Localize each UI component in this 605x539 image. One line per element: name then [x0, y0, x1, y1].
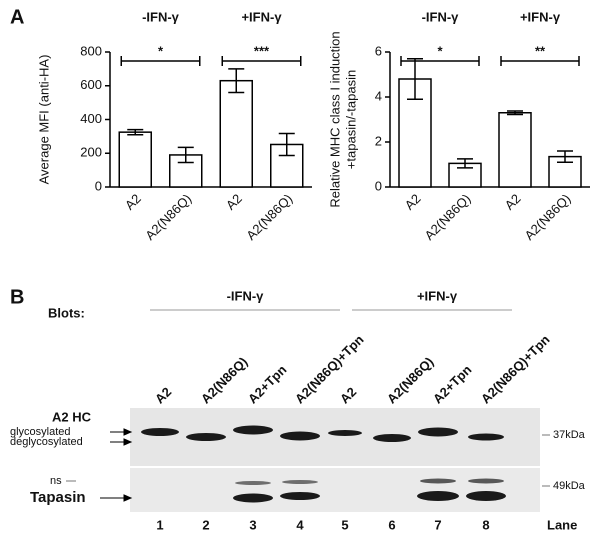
- arrows: [66, 428, 550, 502]
- error-bar: [177, 146, 194, 164]
- lane-label: A2: [152, 384, 174, 406]
- lane-number: 6: [388, 517, 395, 532]
- lane-label: A2+Tpn: [245, 362, 290, 407]
- lane-label: A2(N86Q): [198, 354, 251, 407]
- lane-number: 7: [434, 517, 441, 532]
- error-bar: [507, 110, 523, 116]
- group-label: +IFN-γ: [241, 9, 282, 24]
- blot-label: A2 HC: [52, 409, 92, 424]
- lane-label: A2(N86Q): [384, 354, 437, 407]
- sig-bracket: [120, 56, 201, 66]
- sig-label: *: [437, 43, 443, 58]
- condition-label: +IFN-γ: [417, 288, 458, 303]
- sig-bracket: [221, 56, 302, 66]
- x-tick-label: A2: [502, 191, 524, 213]
- error-bar: [457, 158, 473, 169]
- lane-number: 4: [296, 517, 304, 532]
- x-tick-label: A2: [223, 191, 245, 213]
- lane-number: 8: [482, 517, 489, 532]
- error-bar: [557, 150, 573, 163]
- x-tick-label: A2(N86Q): [243, 191, 295, 243]
- condition-label: -IFN-γ: [227, 288, 265, 303]
- sig-label: *: [158, 43, 164, 58]
- x-tick-label: A2: [122, 191, 144, 213]
- x-tick-label: A2(N86Q): [522, 191, 574, 243]
- lane-label: A2(N86Q)+Tpn: [478, 332, 553, 407]
- x-tick-label: A2(N86Q): [422, 191, 474, 243]
- panel-label: B: [10, 286, 24, 308]
- y-tick-label: 0: [95, 178, 102, 193]
- lane-number: 1: [156, 517, 163, 532]
- bar: [219, 79, 253, 188]
- lane-number: 5: [341, 517, 348, 532]
- group-label: +IFN-γ: [520, 9, 561, 24]
- x-tick-label: A2: [402, 191, 424, 213]
- bar: [118, 131, 152, 188]
- error-bar: [127, 128, 144, 136]
- blot-tapasin: [130, 468, 540, 512]
- y-axis-label: Relative MHC class I induction: [327, 31, 342, 207]
- blot-label: Tapasin: [30, 489, 86, 506]
- lane-label: A2: [337, 384, 359, 406]
- lane-label: A2+Tpn: [430, 362, 475, 407]
- y-tick-label: 400: [80, 111, 102, 126]
- sig-bracket: [500, 56, 580, 66]
- lane-number: 3: [249, 517, 256, 532]
- y-tick-label: 0: [375, 178, 382, 193]
- marker-label: 49kDa: [553, 480, 586, 492]
- lane-axis-label: Lane: [547, 517, 577, 532]
- y-tick-label: 600: [80, 77, 102, 92]
- marker-label: 37kDa: [553, 429, 586, 441]
- y-axis-label: Average MFI (anti-HA): [36, 55, 51, 185]
- error-bar: [278, 132, 295, 157]
- panel-label: A: [10, 6, 24, 28]
- sig-label: **: [535, 43, 546, 58]
- y-tick-label: 4: [375, 88, 382, 103]
- band-label: deglycosylated: [10, 436, 83, 448]
- band-label: ns: [50, 475, 62, 487]
- band-label: glycosylated: [10, 426, 71, 438]
- sig-bracket: [400, 56, 480, 66]
- x-tick-label: A2(N86Q): [142, 191, 194, 243]
- error-bar: [228, 68, 245, 94]
- y-tick-label: 6: [375, 43, 382, 58]
- y-tick-label: 2: [375, 133, 382, 148]
- blots-label: Blots:: [48, 305, 85, 320]
- y-tick-label: 200: [80, 145, 102, 160]
- y-tick-label: 800: [80, 43, 102, 58]
- y-axis-label: +tapasin/-tapasin: [343, 70, 358, 169]
- bar: [498, 112, 532, 188]
- group-label: -IFN-γ: [142, 9, 180, 24]
- group-label: -IFN-γ: [422, 9, 460, 24]
- lane-number: 2: [202, 517, 209, 532]
- bands: [141, 425, 506, 503]
- error-bar: [407, 58, 423, 100]
- sig-label: ***: [254, 43, 270, 58]
